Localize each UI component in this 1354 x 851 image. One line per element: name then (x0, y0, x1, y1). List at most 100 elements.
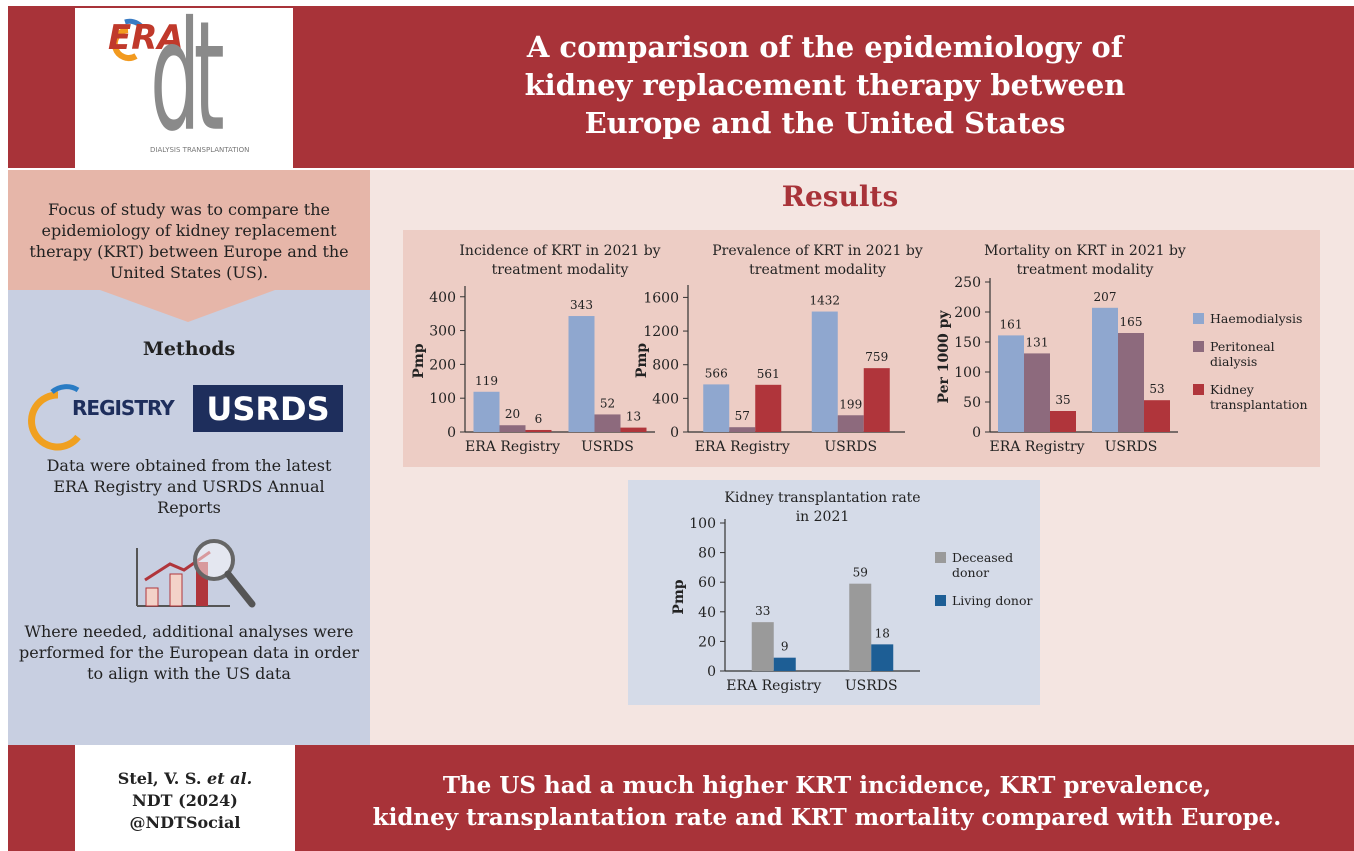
title-line: kidney replacement therapy between (524, 68, 1126, 102)
author: Stel, V. S. (117, 769, 202, 788)
x-tick-label: USRDS (581, 439, 634, 455)
value-label: 35 (1055, 393, 1070, 407)
conclusion-line: The US had a much higher KRT incidence, … (442, 772, 1212, 799)
value-label: 52 (600, 396, 615, 410)
logo-box (75, 8, 293, 168)
bar (773, 657, 796, 671)
y-tick-label: 150 (954, 335, 981, 351)
value-label: 759 (865, 350, 888, 364)
value-label: 119 (475, 374, 498, 388)
bar (811, 311, 838, 432)
bar (863, 368, 890, 432)
logo-text: ERA (108, 18, 184, 58)
value-label: 165 (1120, 315, 1143, 329)
value-label: 59 (853, 566, 868, 580)
value-label: 53 (1149, 382, 1164, 396)
bar (849, 583, 872, 671)
title-line: A comparison of the epidemiology of (526, 30, 1124, 64)
y-tick-label: 20 (698, 634, 716, 650)
legend-label: Haemodialysis (1210, 311, 1303, 326)
bar (1118, 333, 1144, 432)
value-label: 18 (875, 626, 890, 640)
data-source-text: Data were obtained from the latest ERA R… (46, 456, 332, 517)
value-label: 343 (570, 298, 593, 312)
value-label: 199 (839, 397, 862, 411)
value-label: 161 (1000, 317, 1023, 331)
registry-swirl (28, 391, 81, 451)
header-title: A comparison of the epidemiology of kidn… (330, 28, 1320, 142)
value-label: 1432 (809, 294, 840, 308)
value-label: 566 (705, 366, 728, 380)
citation: Stel, V. S. et al. NDT (2024) @NDTSocial (75, 768, 295, 834)
y-tick-label: 250 (954, 275, 981, 291)
legend-label: Deceased donor (952, 550, 1014, 580)
y-tick-label: 200 (954, 305, 981, 321)
title-line: Europe and the United States (584, 106, 1066, 140)
chart-title: Mortality on KRT in 2021 by treatment mo… (984, 243, 1186, 278)
bar (871, 644, 894, 671)
y-axis-label: Pmp (634, 343, 650, 378)
bar (1024, 353, 1050, 432)
bar (729, 427, 756, 432)
value-label: 131 (1026, 335, 1049, 349)
bar (837, 415, 864, 432)
value-label: 207 (1094, 290, 1117, 304)
methods-heading: Methods (142, 338, 236, 360)
bar (1092, 307, 1118, 432)
bar (755, 384, 782, 432)
y-tick-label: 0 (670, 425, 679, 441)
legend-label: Peritoneal dialysis (1210, 339, 1275, 369)
bar (620, 427, 647, 432)
value-label: 9 (781, 640, 789, 654)
x-tick-label: ERA Registry (465, 439, 560, 455)
usrds-logo-text: USRDS (206, 390, 330, 428)
legend-swatch (1193, 384, 1204, 395)
y-tick-label: 400 (429, 290, 456, 306)
results-heading: Results (781, 180, 899, 213)
bar (525, 429, 552, 432)
legend-label: Living donor (952, 593, 1033, 608)
bar (594, 414, 621, 432)
y-tick-label: 100 (954, 365, 981, 381)
analyses-text: Where needed, additional analyses were p… (19, 622, 359, 683)
x-tick-label: ERA Registry (695, 439, 790, 455)
conclusion: The US had a much higher KRT incidence, … (300, 770, 1354, 834)
logo-swirl (124, 18, 143, 28)
y-axis-label: Per 1000 py (936, 310, 952, 404)
y-tick-label: 0 (707, 664, 716, 680)
y-tick-label: 1600 (643, 290, 679, 306)
y-tick-label: 200 (429, 357, 456, 373)
et-al: et al. (207, 769, 253, 788)
y-tick-label: 100 (429, 391, 456, 407)
citation-box (75, 745, 295, 851)
citation-author: Stel, V. S. et al. (75, 768, 295, 790)
legend-swatch (1193, 313, 1204, 324)
bar (568, 316, 595, 432)
y-tick-label: 300 (429, 324, 456, 340)
y-tick-label: 0 (447, 425, 456, 441)
x-tick-label: USRDS (824, 439, 877, 455)
x-tick-label: USRDS (1105, 439, 1158, 455)
value-label: 561 (757, 367, 780, 381)
transplant-panel (628, 480, 1040, 705)
logo-caption: DIALYSIS TRANSPLANTATION (150, 146, 250, 154)
value-label: 6 (535, 412, 543, 426)
y-tick-label: 50 (963, 395, 981, 411)
y-tick-label: 80 (698, 546, 716, 562)
registry-swirl (50, 384, 80, 395)
value-label: 57 (735, 409, 750, 423)
y-tick-label: 1200 (643, 324, 679, 340)
y-tick-label: 40 (698, 605, 716, 621)
bar (1050, 411, 1076, 432)
bar (998, 335, 1024, 432)
value-label: 13 (626, 410, 641, 424)
chart-title: Kidney transplantation rate in 2021 (724, 490, 921, 525)
bar (751, 622, 774, 671)
citation-journal: NDT (2024) (132, 791, 238, 810)
y-tick-label: 400 (652, 391, 679, 407)
y-tick-label: 800 (652, 358, 679, 374)
logo-swirl (111, 27, 138, 61)
